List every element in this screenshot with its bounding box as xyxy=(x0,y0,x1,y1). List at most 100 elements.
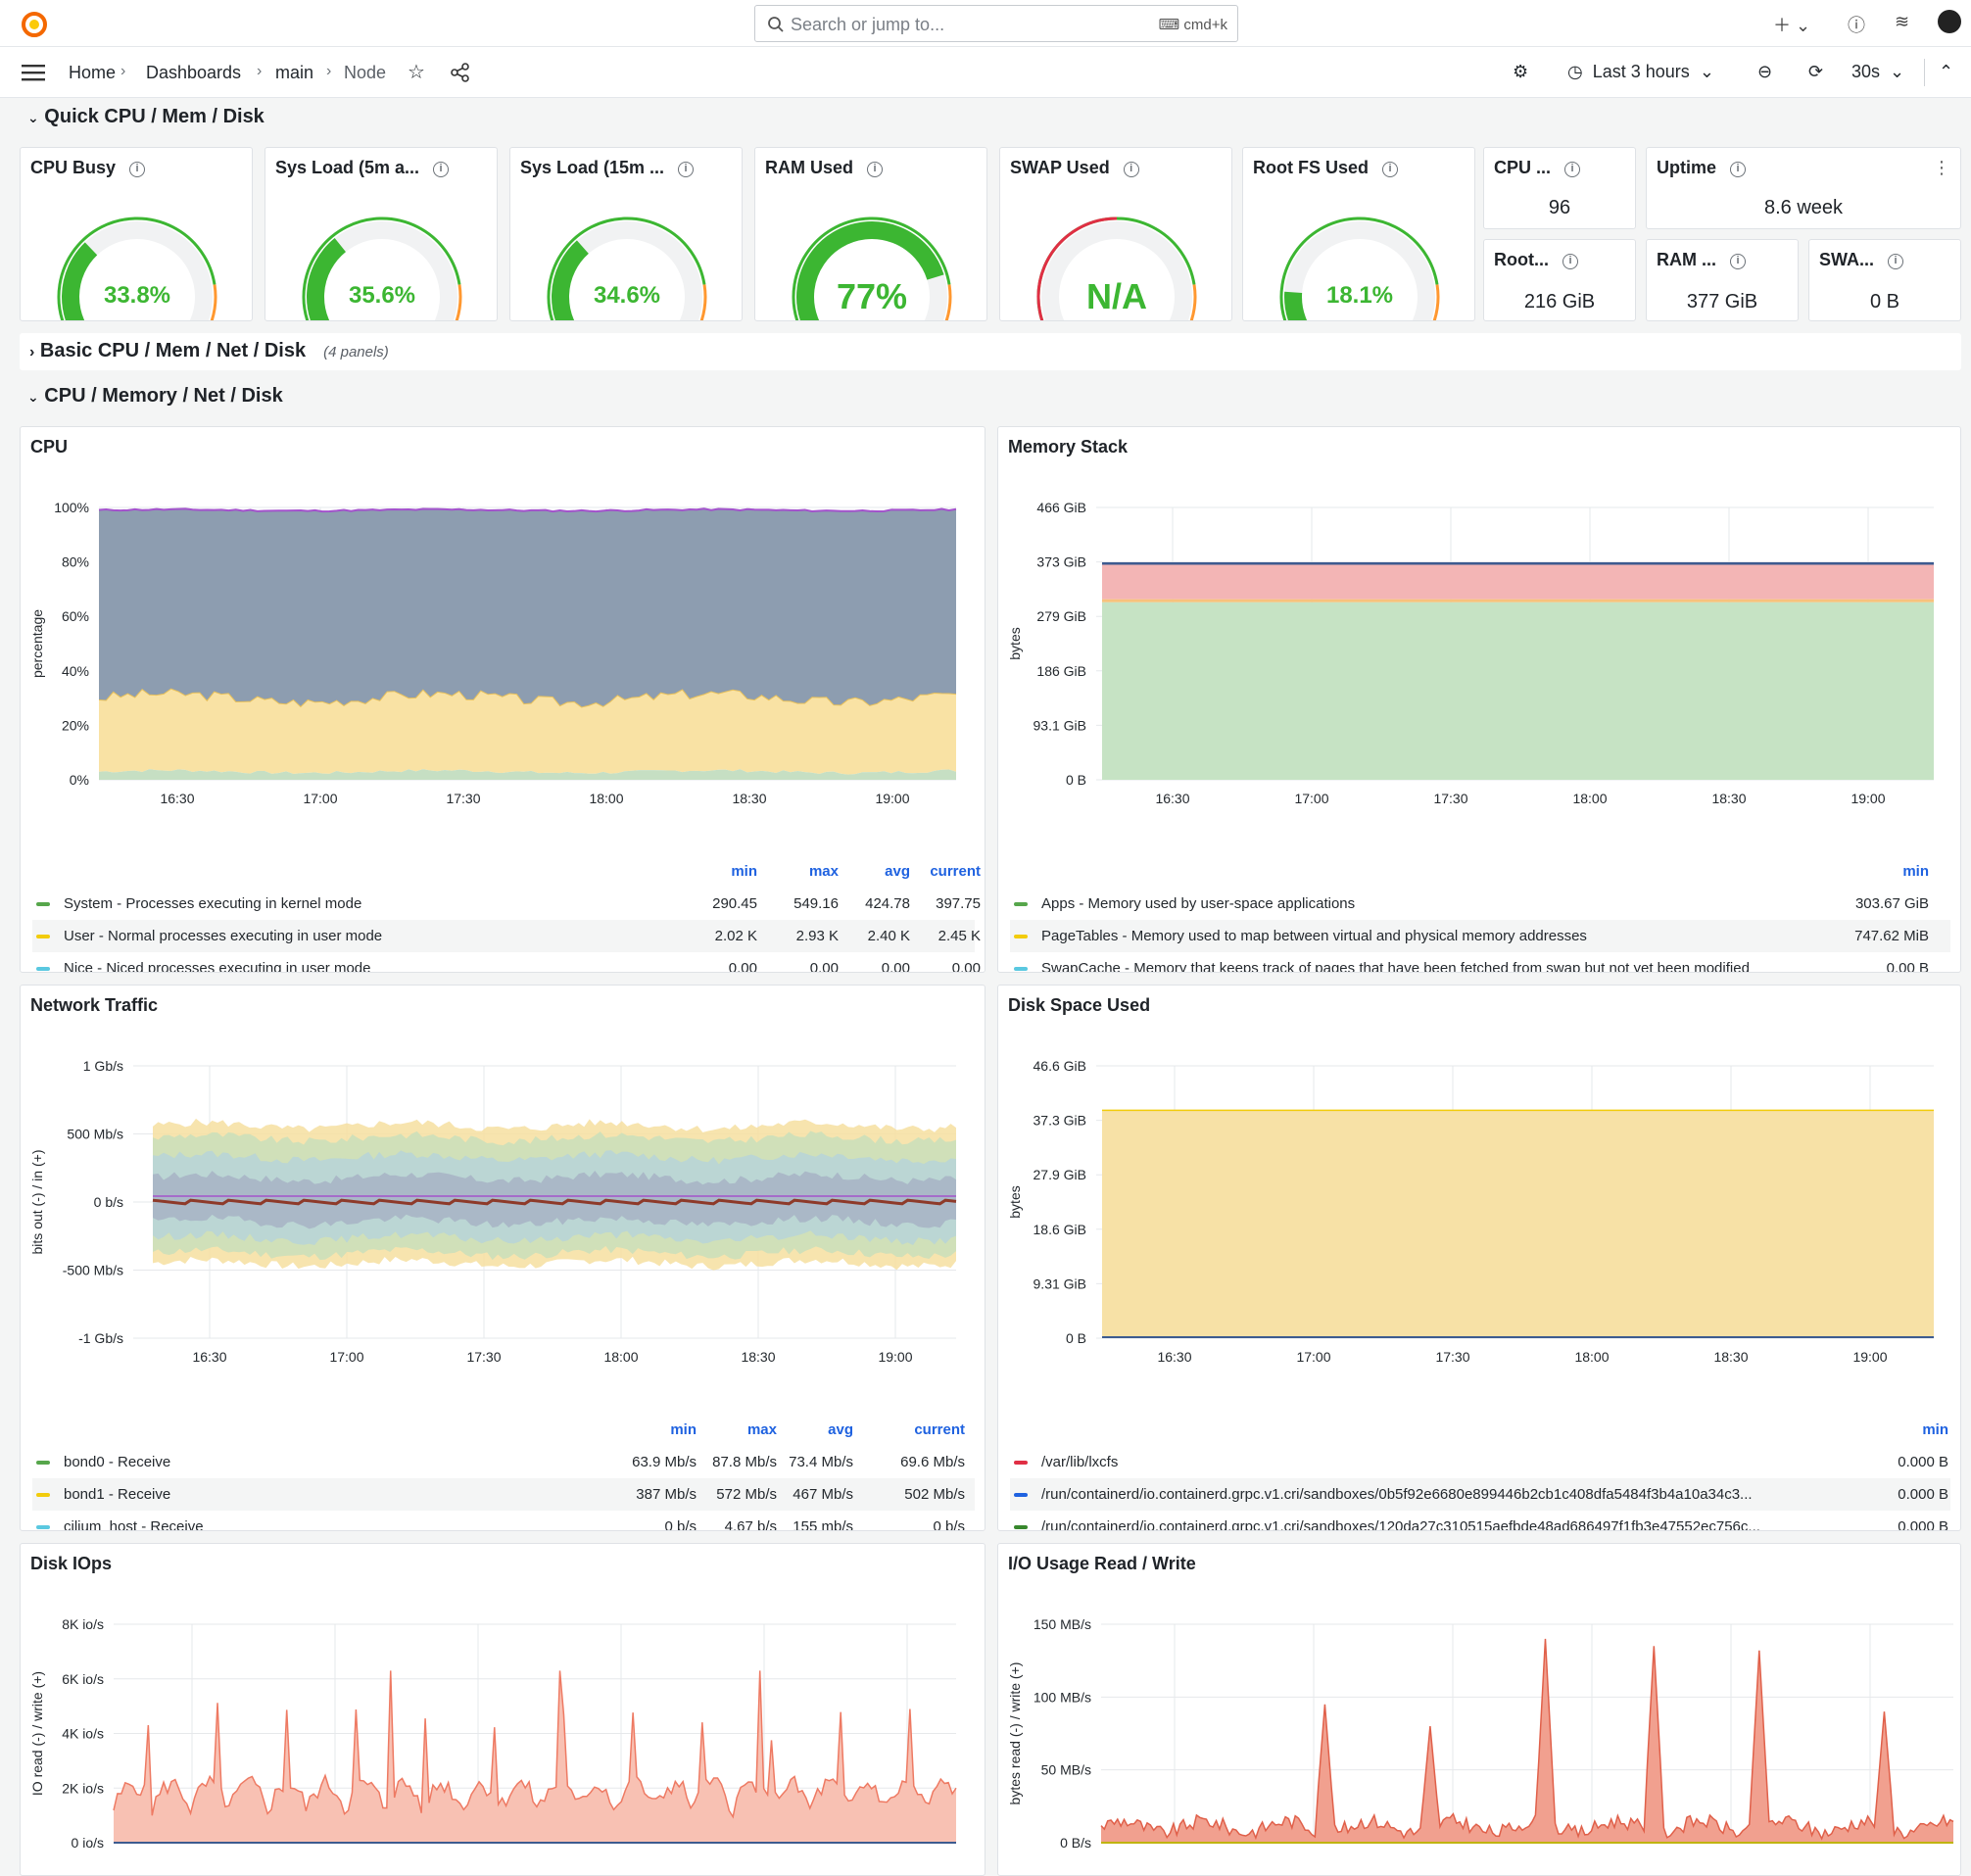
avatar[interactable] xyxy=(1938,10,1961,33)
legend-row[interactable]: System - Processes executing in kernel m… xyxy=(32,888,975,920)
panel-menu-icon[interactable]: ⋮ xyxy=(1933,158,1950,178)
chevron-right-icon: › xyxy=(326,63,331,80)
y-tick-label: 0 B xyxy=(1066,1330,1086,1346)
legend-row[interactable]: /run/containerd/io.containerd.grpc.v1.cr… xyxy=(1010,1511,1950,1531)
lxcfs-area xyxy=(1102,1110,1934,1338)
refresh-icon[interactable]: ⟳ xyxy=(1808,62,1823,82)
legend-value: 69.6 Mb/s xyxy=(877,1446,965,1478)
info-icon[interactable]: i xyxy=(867,162,883,177)
legend-column-header[interactable]: min xyxy=(669,863,757,880)
y-tick-label: 40% xyxy=(62,663,89,679)
legend-column-header[interactable]: min xyxy=(1841,863,1929,880)
info-icon[interactable]: i xyxy=(678,162,694,177)
legend-column-header[interactable]: max xyxy=(689,1421,777,1438)
legend-series-name: Nice - Niced processes executing in user… xyxy=(64,952,370,973)
collapse-icon[interactable]: ⌃ xyxy=(1924,59,1953,86)
info-icon[interactable]: i xyxy=(1564,162,1580,177)
stat-panel-swap-total[interactable]: SWA...i 0 B xyxy=(1808,239,1961,321)
chevron-right-icon: › xyxy=(120,63,125,80)
info-icon[interactable]: i xyxy=(1730,254,1746,269)
row-basic-cpu-mem-net-disk[interactable]: › Basic CPU / Mem / Net / Disk(4 panels) xyxy=(29,340,389,362)
legend-value: 0.00 xyxy=(892,952,981,973)
breadcrumb-home[interactable]: Home xyxy=(69,63,116,83)
legend-row[interactable]: PageTables - Memory used to map between … xyxy=(1010,920,1950,952)
info-icon[interactable]: i xyxy=(433,162,449,177)
settings-gear-icon[interactable]: ⚙ xyxy=(1513,62,1528,82)
row-quick-cpu-mem-disk[interactable]: ⌄ Quick CPU / Mem / Disk xyxy=(27,106,264,128)
legend-column-header[interactable]: current xyxy=(877,1421,965,1438)
y-axis-label: bytes xyxy=(1007,627,1023,659)
legend-value: 467 Mb/s xyxy=(765,1478,853,1511)
search-input[interactable]: Search or jump to... ⌨ cmd+k xyxy=(754,5,1238,42)
x-tick-label: 18:30 xyxy=(732,791,766,806)
stat-panel-cpu-cores[interactable]: CPU ...i 96 xyxy=(1483,147,1636,229)
legend-value: 0.00 B xyxy=(1841,952,1929,973)
y-tick-label: 500 Mb/s xyxy=(67,1127,123,1142)
legend-column-header[interactable]: current xyxy=(892,863,981,880)
legend-row[interactable]: Nice - Niced processes executing in user… xyxy=(32,952,975,973)
grafana-logo-icon[interactable] xyxy=(20,10,49,39)
legend-value: 155 mb/s xyxy=(765,1511,853,1531)
stat-value: 96 xyxy=(1484,197,1635,219)
info-icon[interactable]: i xyxy=(1562,254,1578,269)
row-cpu-memory-net-disk[interactable]: ⌄ CPU / Memory / Net / Disk xyxy=(27,385,283,408)
chevron-down-icon: ⌄ xyxy=(1700,62,1714,81)
add-new-icon[interactable]: ＋ ⌄ xyxy=(1773,12,1810,37)
disk-iops-chart[interactable]: 8K io/s6K io/s4K io/s2K io/s0 io/sIO rea… xyxy=(21,1583,986,1876)
stat-panel-root-fs-total[interactable]: Root...i 216 GiB xyxy=(1483,239,1636,321)
gauge-fill xyxy=(315,245,340,321)
legend-row[interactable]: SwapCache - Memory that keeps track of p… xyxy=(1010,952,1950,973)
news-rss-icon[interactable]: ≋ xyxy=(1895,12,1909,32)
legend-swatch xyxy=(36,902,50,906)
x-tick-label: 17:00 xyxy=(303,791,337,806)
legend-column-header[interactable]: min xyxy=(608,1421,697,1438)
legend-row[interactable]: User - Normal processes executing in use… xyxy=(32,920,975,952)
legend-row[interactable]: /run/containerd/io.containerd.grpc.v1.cr… xyxy=(1010,1478,1950,1511)
info-icon[interactable]: i xyxy=(1382,162,1398,177)
star-icon[interactable]: ☆ xyxy=(408,60,425,84)
legend-row[interactable]: Apps - Memory used by user-space applica… xyxy=(1010,888,1950,920)
stat-panel-ram-total[interactable]: RAM ...i 377 GiB xyxy=(1646,239,1799,321)
info-icon[interactable]: i xyxy=(1124,162,1139,177)
time-picker[interactable]: ◷ Last 3 hours ⌄ xyxy=(1567,62,1714,82)
zoom-out-icon[interactable]: ⊖ xyxy=(1757,62,1772,82)
help-icon[interactable]: ⓘ xyxy=(1848,12,1865,37)
breadcrumb-node: Node xyxy=(344,63,386,83)
legend-column-header[interactable]: min xyxy=(1860,1421,1948,1438)
y-tick-label: 50 MB/s xyxy=(1041,1762,1091,1778)
legend-column-header[interactable]: avg xyxy=(765,1421,853,1438)
info-icon[interactable]: i xyxy=(1888,254,1903,269)
breadcrumb-main[interactable]: main xyxy=(275,63,313,83)
info-icon[interactable]: i xyxy=(1730,162,1746,177)
legend-value: 87.8 Mb/s xyxy=(689,1446,777,1478)
breadcrumb-dashboards[interactable]: Dashboards xyxy=(146,63,241,83)
refresh-interval-picker[interactable]: 30s ⌄ xyxy=(1851,62,1904,82)
x-tick-label: 16:30 xyxy=(192,1349,226,1365)
y-tick-label: -1 Gb/s xyxy=(78,1330,123,1346)
menu-icon[interactable] xyxy=(22,65,45,82)
share-icon[interactable] xyxy=(451,63,470,82)
info-icon[interactable]: i xyxy=(129,162,145,177)
